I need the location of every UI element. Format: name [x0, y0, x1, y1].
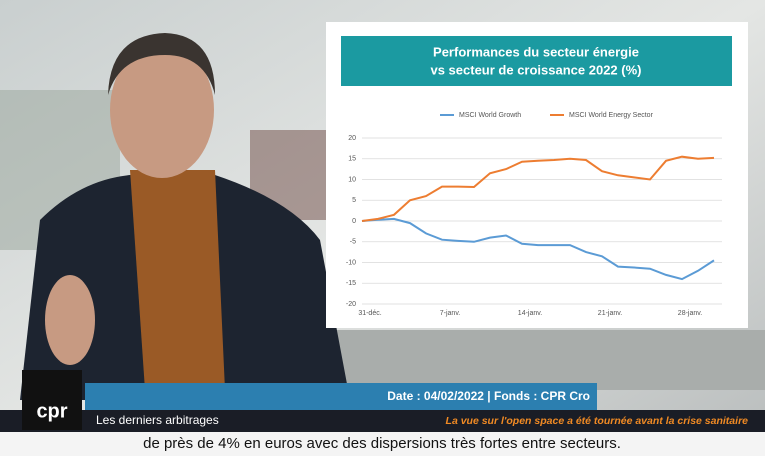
program-title: Les derniers arbitrages [96, 413, 219, 427]
series-line [361, 155, 715, 222]
y-tick-label: -20 [346, 301, 356, 308]
program-bar [0, 410, 765, 432]
x-tick-label: 28-janv. [678, 310, 702, 317]
person-hair [108, 33, 215, 95]
y-tick-label: 15 [348, 156, 356, 163]
note: La vue sur l'open space a été tournée av… [446, 415, 749, 427]
subtitle: de près de 4% en euros avec des dispersi… [143, 435, 621, 452]
logo: cpr [36, 400, 67, 422]
y-tick-label: 0 [352, 218, 356, 225]
legend-label: MSCI World Growth [459, 112, 521, 119]
logo-box [22, 370, 82, 430]
y-tick-label: 5 [352, 197, 356, 204]
person-hand [45, 275, 95, 365]
y-tick-label: -15 [346, 280, 356, 287]
chart-title: vs secteur de croissance 2022 (%) [430, 62, 641, 77]
series-line [361, 217, 715, 281]
y-tick-label: 20 [348, 135, 356, 142]
info-bar [85, 383, 597, 410]
y-tick-label: -10 [346, 259, 356, 266]
plot: -20 -15 -10 -5 0 5 10 15 20 31-déc. 7-janv. 14-janv… [346, 112, 722, 317]
x-tick-label: 14-janv. [518, 310, 542, 317]
subtitle-band [0, 432, 765, 456]
office-blur [330, 330, 765, 390]
y-tick-label: 10 [348, 176, 356, 183]
legend-label: MSCI World Energy Sector [569, 112, 654, 119]
y-tick-label: -5 [350, 239, 356, 246]
x-tick-label: 7-janv. [440, 310, 461, 317]
person-sweater [130, 170, 225, 390]
x-tick-label: 31-déc. [358, 310, 381, 317]
x-tick-label: 21-janv. [598, 310, 622, 317]
chart-title-bar [341, 36, 732, 86]
person-head [110, 42, 214, 178]
info-text: Date : 04/02/2022 | Fonds : CPR Cro [387, 389, 590, 403]
chart-title: Performances du secteur énergie [433, 44, 639, 59]
